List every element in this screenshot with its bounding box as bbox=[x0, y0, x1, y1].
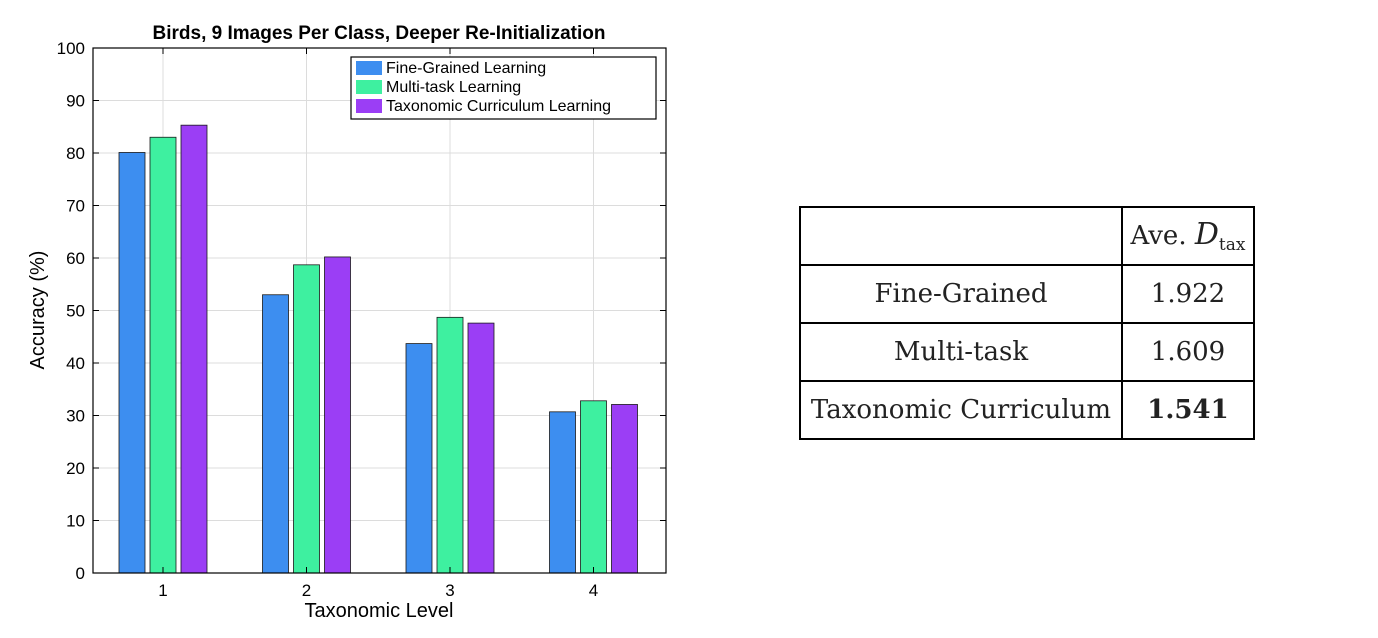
method-cell: Fine-Grained bbox=[799, 264, 1123, 324]
x-tick-label: 4 bbox=[589, 581, 598, 600]
bar-fine-grained-learning-level-4 bbox=[549, 411, 576, 574]
method-cell: Multi-task bbox=[799, 322, 1123, 382]
bar-multi-task-learning-level-2 bbox=[293, 264, 320, 574]
legend-box bbox=[350, 56, 657, 120]
header-dtax-cell: Ave. Dtax bbox=[1121, 206, 1255, 266]
y-tick-label: 20 bbox=[66, 459, 85, 478]
legend-swatch-fine-grained bbox=[356, 61, 382, 75]
legend-swatch-taxonomic bbox=[356, 99, 382, 113]
value-cell-best: 1.541 bbox=[1121, 380, 1255, 440]
y-axis-ticks: 0 10 20 30 40 50 60 70 80 90 100 bbox=[57, 39, 666, 583]
y-tick-label: 0 bbox=[76, 564, 85, 583]
bar-multi-task-learning-level-3 bbox=[436, 316, 464, 574]
y-axis-label: Accuracy (%) bbox=[27, 251, 49, 370]
bars-group bbox=[118, 124, 638, 574]
bar-multi-task-learning-level-1 bbox=[149, 136, 177, 574]
bar-taxonomic-curriculum-learning-level-4 bbox=[611, 404, 638, 574]
x-tick-label: 3 bbox=[445, 581, 454, 600]
bar-taxonomic-curriculum-learning-level-1 bbox=[180, 124, 208, 574]
y-tick-label: 10 bbox=[66, 512, 85, 531]
legend-label-fine-grained: Fine-Grained Learning bbox=[386, 60, 546, 77]
legend-label-multi-task: Multi-task Learning bbox=[386, 79, 521, 96]
header-label: Ave. bbox=[1130, 221, 1195, 251]
chart-title: Birds, 9 Images Per Class, Deeper Re-Ini… bbox=[153, 23, 606, 44]
header-subscript: tax bbox=[1218, 235, 1246, 255]
bar-fine-grained-learning-level-1 bbox=[118, 152, 146, 574]
bar-multi-task-learning-level-4 bbox=[580, 400, 607, 574]
x-tick-label: 1 bbox=[158, 581, 167, 600]
legend-label-taxonomic: Taxonomic Curriculum Learning bbox=[386, 98, 611, 115]
header-empty-cell bbox=[799, 206, 1123, 266]
table-row: Fine-Grained 1.922 bbox=[799, 264, 1255, 324]
y-tick-label: 70 bbox=[66, 197, 85, 216]
y-tick-label: 30 bbox=[66, 407, 85, 426]
dtax-table: Ave. Dtax Fine-Grained 1.922 Multi-task … bbox=[799, 206, 1255, 440]
method-cell: Taxonomic Curriculum bbox=[799, 380, 1123, 440]
bar-taxonomic-curriculum-learning-level-2 bbox=[324, 256, 351, 574]
x-axis-label: Taxonomic Level bbox=[305, 600, 454, 622]
value-cell: 1.922 bbox=[1121, 264, 1255, 324]
legend: Fine-Grained Learning Multi-task Learnin… bbox=[350, 56, 657, 120]
y-tick-label: 60 bbox=[66, 249, 85, 268]
y-tick-label: 40 bbox=[66, 354, 85, 373]
y-tick-label: 80 bbox=[66, 144, 85, 163]
table-row: Multi-task 1.609 bbox=[799, 322, 1255, 382]
table-header-row: Ave. Dtax bbox=[799, 206, 1255, 266]
bar-chart: Birds, 9 Images Per Class, Deeper Re-Ini… bbox=[27, 23, 667, 622]
bar-fine-grained-learning-level-2 bbox=[262, 294, 289, 574]
y-tick-label: 90 bbox=[66, 92, 85, 111]
value-cell: 1.609 bbox=[1121, 322, 1255, 382]
y-tick-label: 50 bbox=[66, 302, 85, 321]
legend-swatch-multi-task bbox=[356, 80, 382, 94]
x-axis-ticks: 1 2 3 4 bbox=[158, 48, 598, 600]
bar-taxonomic-curriculum-learning-level-3 bbox=[467, 322, 495, 574]
table-row: Taxonomic Curriculum 1.541 bbox=[799, 380, 1255, 440]
bar-fine-grained-learning-level-3 bbox=[405, 343, 433, 574]
y-tick-label: 100 bbox=[57, 39, 85, 58]
header-symbol: D bbox=[1194, 217, 1219, 252]
x-tick-label: 2 bbox=[302, 581, 311, 600]
